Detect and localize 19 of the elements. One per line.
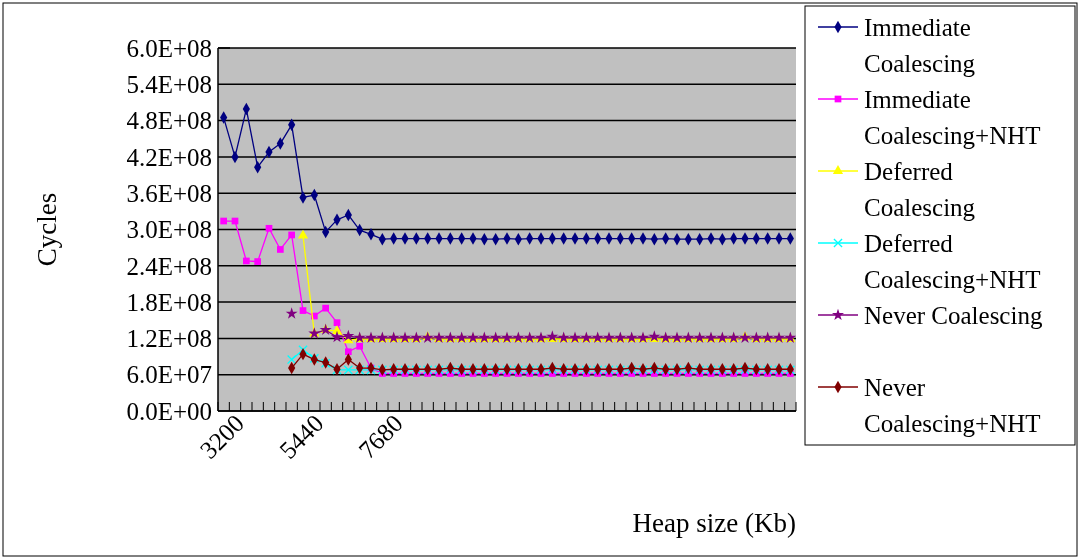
y-tick-label: 4.2E+08 bbox=[126, 143, 212, 171]
x-tick-label: 7680 bbox=[353, 409, 408, 464]
legend-label: Never Coalescing bbox=[864, 301, 1043, 329]
y-tick-label: 3.6E+08 bbox=[126, 179, 212, 207]
x-axis-title: Heap size (Kb) bbox=[632, 508, 796, 538]
y-tick-label: 3.0E+08 bbox=[126, 216, 212, 244]
legend-label: Never Coalescing+NHT bbox=[864, 373, 1041, 437]
y-axis-title: Cycles bbox=[32, 192, 62, 267]
y-tick-label: 2.4E+08 bbox=[126, 252, 212, 280]
y-tick-label: 4.8E+08 bbox=[126, 107, 212, 135]
legend-label: Deferred Coalescing bbox=[864, 157, 976, 221]
y-tick-label: 6.0E+08 bbox=[126, 34, 212, 62]
legend-label: Deferred Coalescing+NHT bbox=[864, 229, 1041, 293]
y-tick-label: 1.8E+08 bbox=[126, 288, 212, 316]
legend-label: Immediate Coalescing+NHT bbox=[864, 85, 1041, 149]
y-tick-label: 1.2E+08 bbox=[126, 325, 212, 353]
legend-label: Immediate Coalescing bbox=[864, 13, 976, 77]
y-tick-label: 6.0E+07 bbox=[126, 361, 212, 389]
y-tick-label: 5.4E+08 bbox=[126, 71, 212, 99]
